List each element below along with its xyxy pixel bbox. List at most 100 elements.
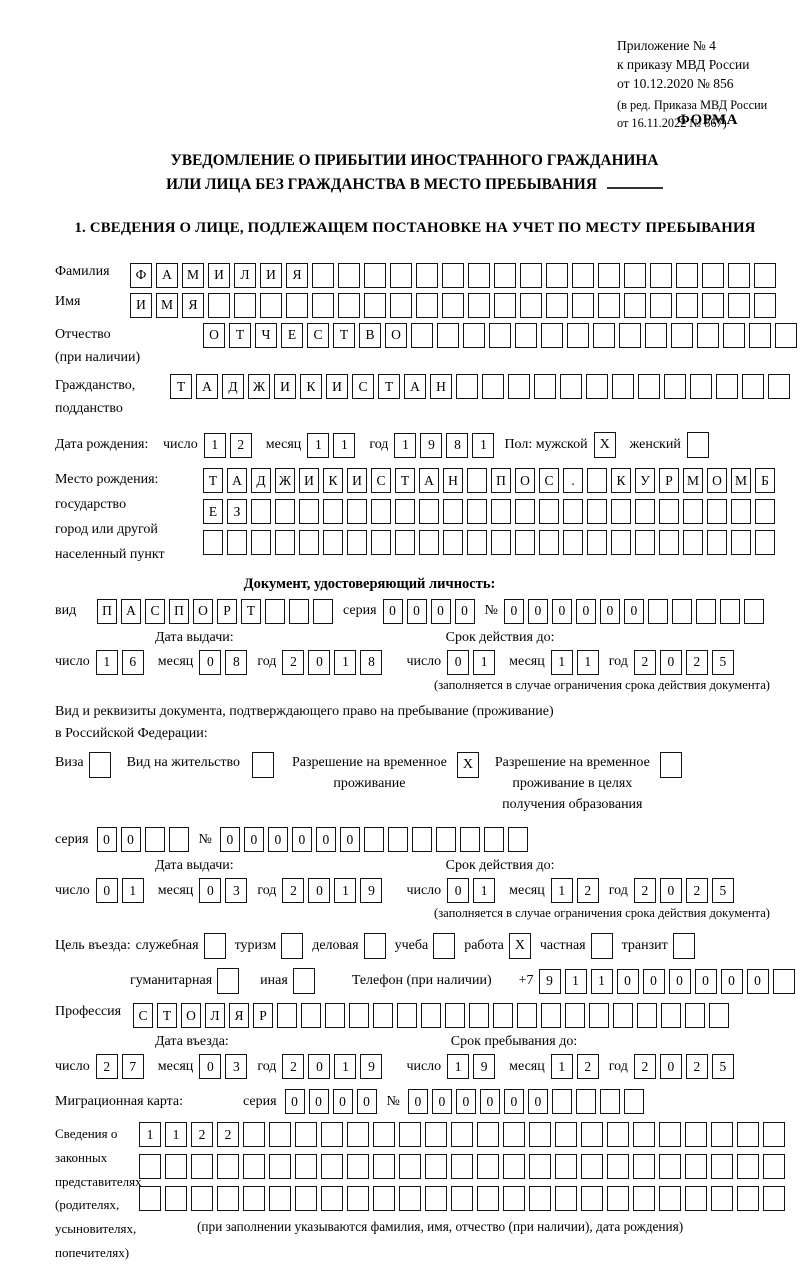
char-cell[interactable]: И — [299, 468, 319, 494]
char-cell[interactable] — [321, 1154, 343, 1180]
char-cell[interactable] — [437, 322, 459, 348]
char-cell[interactable] — [589, 1003, 609, 1029]
char-cell[interactable] — [515, 499, 535, 525]
purpose-business-checkbox[interactable] — [363, 933, 386, 960]
char-cell[interactable]: 0 — [447, 878, 470, 904]
char-cell[interactable] — [709, 1003, 729, 1029]
char-cell[interactable]: 0 — [315, 827, 336, 853]
char-cell[interactable] — [661, 1003, 681, 1029]
char-cell[interactable] — [395, 530, 415, 556]
char-cell[interactable] — [685, 1003, 705, 1029]
char-cell[interactable] — [477, 1186, 499, 1212]
char-cell[interactable]: 2 — [685, 1054, 708, 1080]
char-cell[interactable] — [612, 374, 634, 400]
char-cell[interactable] — [364, 292, 386, 318]
char-cell[interactable]: Я — [182, 292, 204, 318]
char-cell[interactable] — [754, 292, 776, 318]
char-cell[interactable]: 0 — [746, 968, 769, 994]
char-cell[interactable]: Р — [253, 1003, 273, 1029]
char-cell[interactable] — [165, 1154, 187, 1180]
char-cell[interactable] — [598, 292, 620, 318]
char-cell[interactable]: Я — [286, 262, 308, 288]
char-cell[interactable]: 1 — [550, 878, 573, 904]
char-cell[interactable] — [301, 1003, 321, 1029]
char-cell[interactable] — [683, 530, 703, 556]
char-cell[interactable] — [534, 374, 556, 400]
char-cell[interactable]: 0 — [199, 649, 222, 675]
char-cell[interactable] — [515, 530, 535, 556]
char-cell[interactable]: Т — [203, 468, 223, 494]
char-cell[interactable] — [650, 292, 672, 318]
char-cell[interactable] — [551, 1089, 572, 1115]
char-cell[interactable] — [323, 530, 343, 556]
char-cell[interactable]: С — [145, 598, 165, 624]
residence-permit-checkbox[interactable] — [251, 752, 274, 779]
char-cell[interactable] — [251, 499, 271, 525]
char-cell[interactable] — [560, 374, 582, 400]
char-cell[interactable]: Л — [205, 1003, 225, 1029]
char-cell[interactable] — [587, 530, 607, 556]
char-cell[interactable]: М — [182, 262, 204, 288]
char-cell[interactable] — [520, 262, 542, 288]
char-cell[interactable] — [731, 499, 751, 525]
char-cell[interactable]: Д — [222, 374, 244, 400]
char-cell[interactable]: А — [419, 468, 439, 494]
char-cell[interactable]: 2 — [229, 432, 252, 458]
female-checkbox[interactable] — [686, 432, 709, 459]
char-cell[interactable]: 0 — [382, 598, 403, 624]
char-cell[interactable] — [586, 374, 608, 400]
char-cell[interactable]: 0 — [339, 827, 360, 853]
char-cell[interactable]: 2 — [685, 878, 708, 904]
char-cell[interactable] — [772, 968, 795, 994]
char-cell[interactable]: К — [300, 374, 322, 400]
char-cell[interactable] — [572, 292, 594, 318]
char-cell[interactable]: 2 — [576, 1054, 599, 1080]
char-cell[interactable] — [395, 499, 415, 525]
char-cell[interactable] — [508, 374, 530, 400]
char-cell[interactable] — [208, 292, 230, 318]
char-cell[interactable] — [611, 499, 631, 525]
char-cell[interactable]: 0 — [642, 968, 665, 994]
char-cell[interactable] — [650, 262, 672, 288]
char-cell[interactable] — [491, 530, 511, 556]
char-cell[interactable] — [144, 827, 165, 853]
char-cell[interactable] — [546, 262, 568, 288]
char-cell[interactable] — [529, 1154, 551, 1180]
char-cell[interactable] — [459, 827, 480, 853]
char-cell[interactable]: 2 — [282, 878, 305, 904]
char-cell[interactable]: Р — [659, 468, 679, 494]
char-cell[interactable] — [260, 292, 282, 318]
char-cell[interactable] — [723, 322, 745, 348]
char-cell[interactable] — [581, 1154, 603, 1180]
char-cell[interactable] — [503, 1122, 525, 1148]
char-cell[interactable] — [168, 827, 189, 853]
temp-residence-checkbox[interactable]: X — [456, 752, 479, 779]
char-cell[interactable] — [539, 530, 559, 556]
char-cell[interactable] — [421, 1003, 441, 1029]
char-cell[interactable] — [435, 827, 456, 853]
char-cell[interactable] — [468, 262, 490, 288]
char-cell[interactable]: Т — [333, 322, 355, 348]
char-cell[interactable] — [373, 1122, 395, 1148]
char-cell[interactable] — [503, 1154, 525, 1180]
char-cell[interactable]: Ч — [255, 322, 277, 348]
char-cell[interactable] — [399, 1154, 421, 1180]
char-cell[interactable] — [299, 530, 319, 556]
char-cell[interactable] — [295, 1186, 317, 1212]
char-cell[interactable]: 2 — [95, 1054, 118, 1080]
char-cell[interactable]: С — [133, 1003, 153, 1029]
char-cell[interactable] — [442, 292, 464, 318]
char-cell[interactable] — [165, 1186, 187, 1212]
char-cell[interactable]: Е — [203, 499, 223, 525]
char-cell[interactable] — [467, 468, 487, 494]
temp-residence-edu-checkbox[interactable] — [659, 752, 682, 779]
char-cell[interactable]: 0 — [503, 598, 524, 624]
char-cell[interactable] — [312, 292, 334, 318]
char-cell[interactable] — [664, 374, 686, 400]
char-cell[interactable] — [286, 292, 308, 318]
char-cell[interactable]: 1 — [576, 649, 599, 675]
char-cell[interactable] — [659, 1186, 681, 1212]
char-cell[interactable] — [613, 1003, 633, 1029]
char-cell[interactable]: 9 — [360, 1054, 383, 1080]
char-cell[interactable]: Д — [251, 468, 271, 494]
